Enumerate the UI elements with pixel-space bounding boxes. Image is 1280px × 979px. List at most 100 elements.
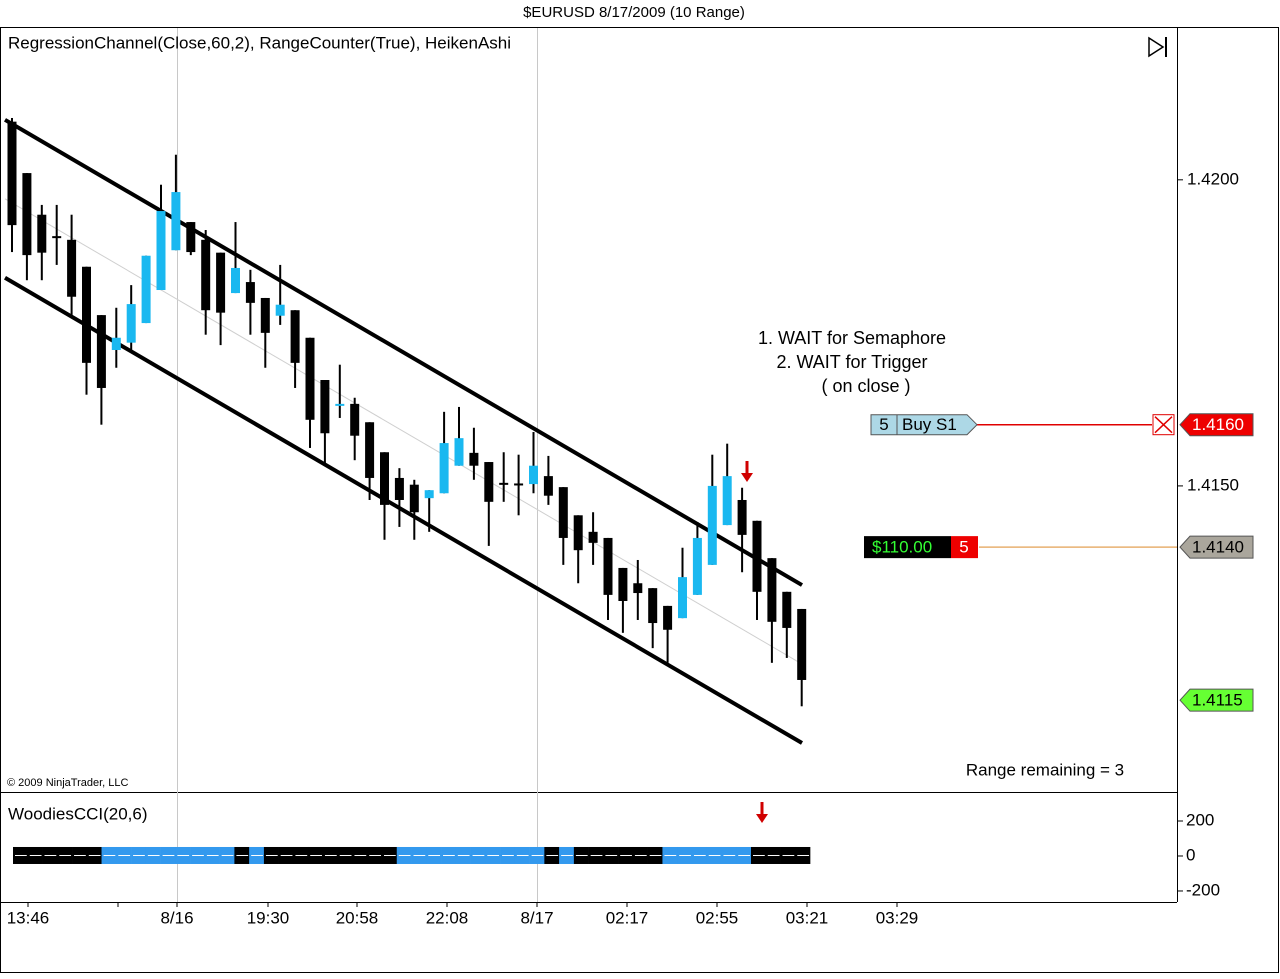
price-tag [1179,413,1254,437]
candle-body [529,465,538,485]
x-tick-label: 02:55 [696,908,739,927]
y-tick-label: 1.4150 [1187,475,1239,494]
candle-body [469,452,479,466]
wick [666,605,669,663]
candle-body [380,452,389,505]
candle-body [573,515,583,551]
order-name: Buy S1 [902,415,957,434]
price-tag [1179,535,1254,559]
candle-body [499,482,509,485]
channel-line [3,118,804,587]
candle-body [290,310,300,363]
price-tag [1179,688,1254,712]
candle-body [67,239,77,297]
y-tick-label: -200 [1186,880,1220,899]
cci-label: WoodiesCCI(20,6) [8,804,148,823]
candle-body [558,487,568,538]
candle-body [320,380,330,434]
candle-body [543,476,553,496]
channel-line [3,276,804,745]
x-tick-label: 19:30 [247,908,290,927]
x-tick-label: 8/17 [520,908,553,927]
candle-body [424,490,434,499]
order-qty: 5 [879,415,888,434]
indicator-label: RegressionChannel(Close,60,2), RangeCoun… [8,33,511,52]
candle-body [484,462,494,502]
copyright: © 2009 NinjaTrader, LLC [7,777,128,789]
price-tag-label: 1.4115 [1192,691,1243,710]
annotation: ( on close ) [821,376,910,396]
price-tag-label: 1.4160 [1192,415,1244,434]
candle-body [767,558,777,622]
candle-body [618,567,628,601]
x-tick-label: 8/16 [160,908,193,927]
y-tick-label: 0 [1186,845,1195,864]
candle-body [171,192,181,251]
candle-body [156,211,166,291]
window-title: $EURUSD 8/17/2009 (10 Range) [523,4,745,21]
pnl-value: $110.00 [872,538,932,557]
candle-body [305,337,315,420]
candle-body [633,583,643,594]
candle-body [126,304,136,343]
candle-body [201,239,211,311]
candle-body [707,485,717,565]
x-tick-label: 03:29 [876,908,919,927]
candle-body [52,236,62,239]
wick [55,204,58,265]
wick [458,406,460,466]
pnl-box [864,536,951,559]
candle-body [752,520,762,592]
candle-body [335,403,345,406]
position-qty: 5 [959,538,968,557]
candle-body [260,297,270,333]
grid [177,28,538,902]
semaphore-arrow [741,461,753,482]
candle-body [216,252,226,313]
candle-body [186,222,196,253]
candle-body [782,591,792,628]
wick [279,264,282,325]
candle-body [394,477,404,500]
candle-body [7,121,17,226]
play-icon[interactable] [1148,36,1165,58]
annotation: 1. WAIT for Semaphore [758,328,946,348]
candle-body [409,484,419,513]
wick [338,364,341,418]
candle-body [365,422,375,478]
candle-body [678,577,687,619]
candle-body [231,267,240,294]
range-remaining: Range remaining = 3 [966,760,1124,779]
cancel-icon[interactable] [1154,416,1173,434]
candle-body [588,531,598,543]
candle-body [96,315,106,388]
cci-arrow [756,802,768,823]
candle-body [37,214,47,253]
candle-body [722,476,732,526]
candle-body [797,608,807,680]
position-box[interactable] [951,536,978,559]
x-tick-label: 03:21 [786,908,829,927]
candle-body [22,173,32,256]
frame [0,27,1279,973]
wick [428,490,431,532]
candle-body [275,304,285,316]
candle-body [439,443,449,494]
wick [234,222,237,294]
wick [487,462,490,546]
candle-body [648,588,658,624]
candle-body [141,255,151,324]
channel-line [4,198,803,665]
candle-body [454,438,464,466]
x-tick-label: 22:08 [426,908,469,927]
candle-body [111,337,121,351]
arrow-head [741,473,753,482]
x-tick-label: 20:58 [336,908,379,927]
arrow-head [756,814,768,823]
candle-body [692,537,702,595]
candle-body [663,605,673,630]
play-button[interactable] [1148,36,1167,58]
candle-body [245,282,255,303]
x-tick-label: 02:17 [606,908,649,927]
